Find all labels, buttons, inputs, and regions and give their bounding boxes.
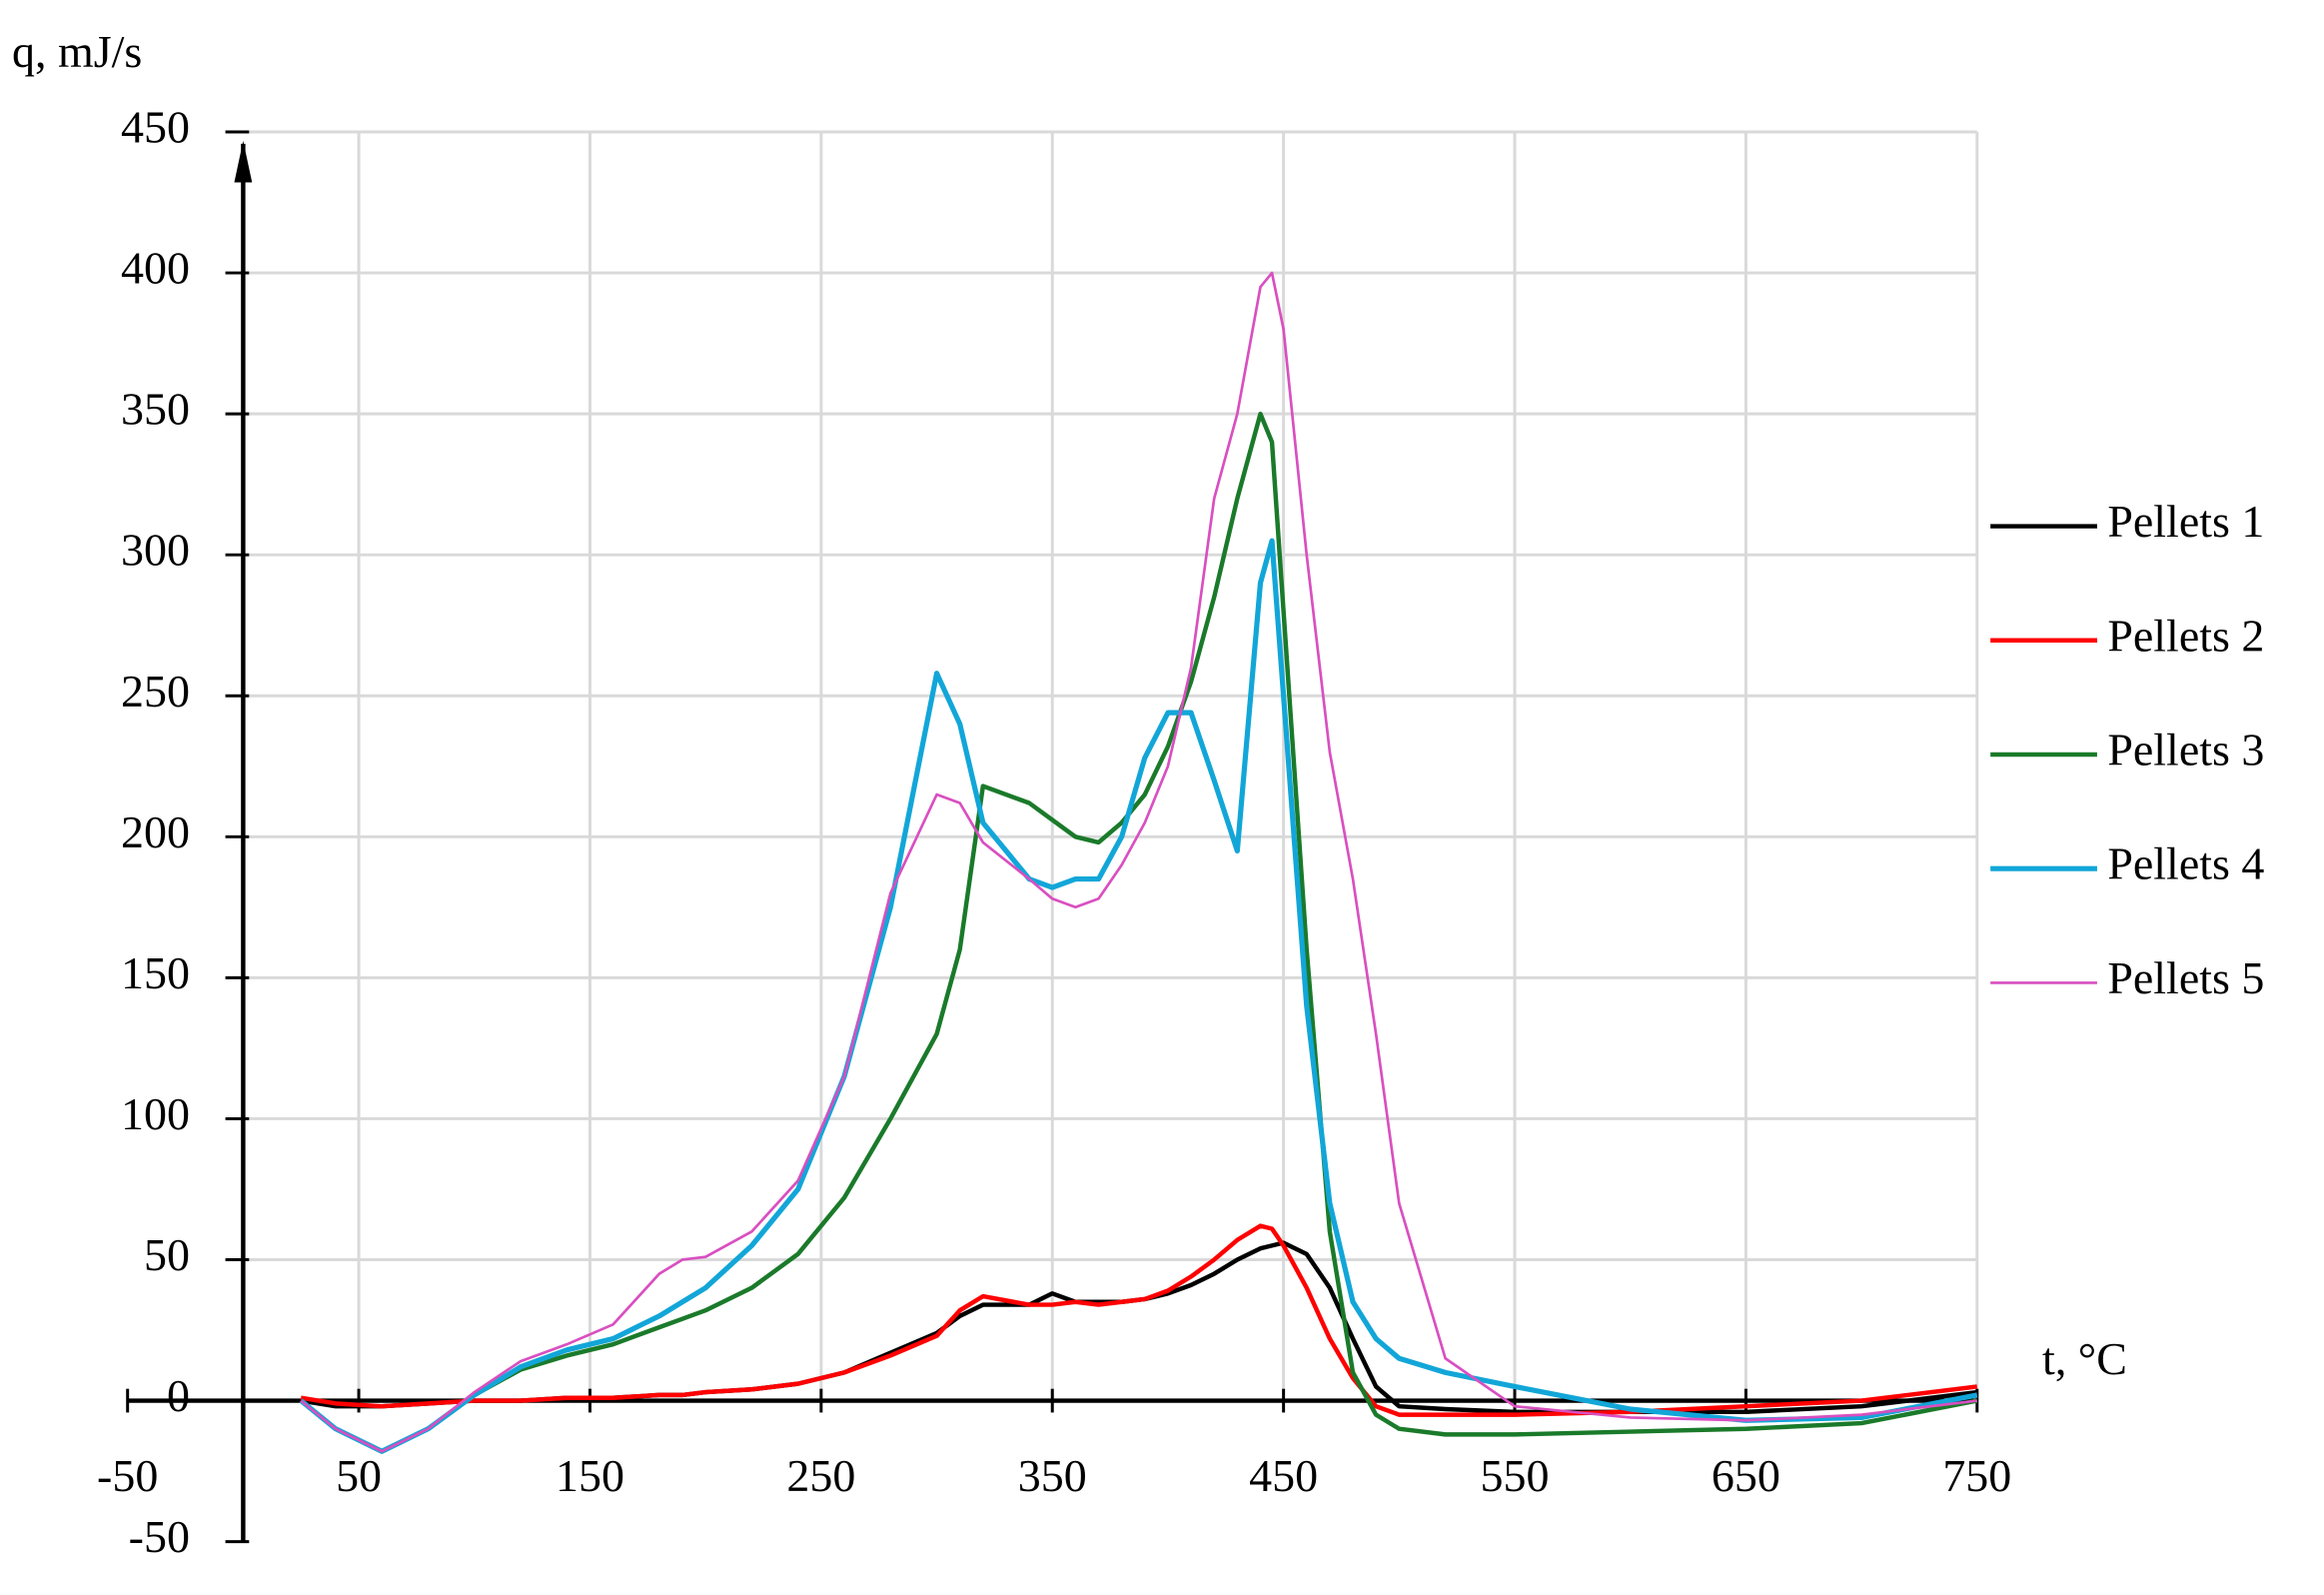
x-tick-label: 550 — [1481, 1450, 1550, 1501]
y-tick-label: 250 — [121, 666, 190, 717]
series-line — [300, 1223, 1978, 1417]
x-tick-label: 750 — [1942, 1450, 2011, 1501]
series-line — [299, 411, 1978, 1454]
y-tick-label: 150 — [121, 947, 190, 998]
x-tick-label: -50 — [97, 1450, 158, 1501]
legend-label: Pellets 4 — [2107, 838, 2264, 889]
y-tick-label: 200 — [121, 806, 190, 857]
y-axis-arrow — [234, 140, 253, 183]
y-tick-label: 0 — [167, 1370, 190, 1421]
legend-label: Pellets 5 — [2107, 952, 2264, 1003]
y-tick-label: 50 — [144, 1229, 190, 1280]
y-tick-label: 300 — [121, 525, 190, 576]
series-line — [300, 1240, 1978, 1415]
x-tick-label: 250 — [786, 1450, 855, 1501]
y-tick-label: 100 — [121, 1088, 190, 1139]
y-tick-label: -50 — [129, 1511, 190, 1562]
y-tick-label: 450 — [121, 102, 190, 153]
x-axis-label: t, °C — [2042, 1333, 2127, 1384]
y-axis-label: q, mJ/s — [12, 26, 142, 77]
x-tick-label: 350 — [1018, 1450, 1087, 1501]
series-line — [300, 271, 1977, 1453]
legend-label: Pellets 1 — [2107, 496, 2264, 547]
x-tick-label: 650 — [1712, 1450, 1780, 1501]
x-tick-label: 50 — [336, 1450, 382, 1501]
y-tick-label: 400 — [121, 243, 190, 294]
x-tick-label: 150 — [556, 1450, 624, 1501]
y-tick-label: 350 — [121, 384, 190, 435]
legend-label: Pellets 3 — [2107, 725, 2264, 776]
legend-label: Pellets 2 — [2107, 610, 2264, 661]
x-tick-label: 450 — [1249, 1450, 1318, 1501]
series-line — [299, 538, 1978, 1454]
